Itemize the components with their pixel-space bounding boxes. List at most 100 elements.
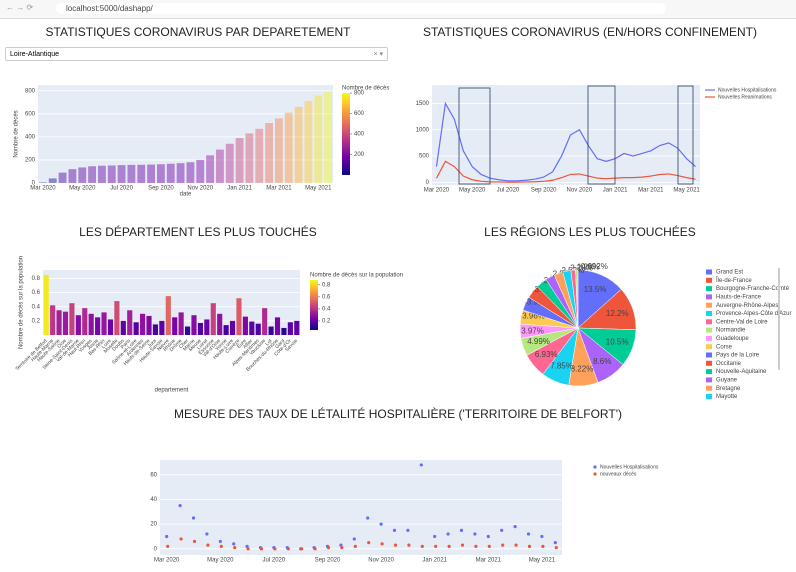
legend-swatch [706,311,712,316]
plot-background [160,460,562,555]
scatter-point [219,544,223,548]
x-tick-label: Mar 2020 [424,188,450,194]
scatter-point [192,539,197,544]
legend-swatch [593,472,597,476]
bar [38,182,47,183]
bar [255,128,264,183]
legend-label: Centre-Val de Loire [716,319,768,325]
scatter-point [392,528,397,532]
scatter-point [407,543,411,547]
x-tick-label: Jan 2021 [603,188,628,194]
scatter-point [514,543,518,547]
x-tick-label: Eure [236,338,248,350]
x-axis-label: departement [155,388,189,394]
scatter-point [205,532,209,536]
legend-swatch [706,327,712,333]
legend-label: Nouvelles Reanimations [718,94,772,100]
bar [197,322,203,335]
legend-swatch [706,319,712,325]
plot-background [38,85,333,183]
legend-label: Île-de-France [715,277,752,284]
x-tick-label: Oise [56,338,68,350]
bar [82,308,88,335]
bar [146,315,152,335]
slice-label: 8.6% [593,357,611,366]
dropdown[interactable]: Loire-Atlantique × ▾ [5,47,388,61]
bar [284,112,293,183]
y-tick-label: 500 [419,154,430,160]
bar [206,155,215,183]
colorbar [342,93,350,175]
bar [217,313,223,335]
x-tick-label: Jul 2020 [263,558,286,564]
url-bar[interactable]: localhost:5000/dashapp/ [56,3,666,14]
y-tick-label: 60 [150,472,157,478]
y-tick-label: 0.4 [32,304,41,310]
scatter-point [379,522,383,526]
bar [281,327,287,335]
scatter-point [541,544,545,548]
bar [184,326,191,335]
slice-label: 3.96% [522,312,545,321]
plot-background [432,85,700,185]
bar [159,320,165,335]
legend-swatch [706,344,712,350]
leader-line [573,267,577,271]
bar [236,298,242,335]
legend-label: nouveaux décès [600,471,637,477]
y-tick-label: 200 [25,158,36,164]
y-tick-label: 40 [150,497,157,503]
x-tick-label: Mar 2020 [154,558,180,564]
bar [294,320,300,335]
scatter-point [273,547,277,551]
bar [178,312,184,335]
slice-label: 12.2% [606,309,629,318]
scatter-point [446,532,450,536]
scatter-point [473,532,477,536]
scatter-point [474,544,478,548]
slice-label: 2.28% [570,263,593,272]
series-line [435,101,696,182]
x-tick-label: Lot [264,338,274,348]
bar [152,324,159,335]
bar [147,164,156,183]
legend-swatch [706,377,712,383]
legend-swatch [706,394,712,399]
y-tick-label: 800 [25,88,36,94]
y-tick-label: 1500 [416,101,430,107]
scatter-point [165,534,169,539]
bar [68,169,77,183]
scatter-point [259,547,264,551]
legend-swatch [706,352,712,358]
legend-swatch [706,294,712,300]
colorbar-tick-label: 800 [354,91,365,97]
bar [62,311,69,335]
chart-title: LES DÉPARTEMENT LES PLUS TOUCHÉS [79,224,317,239]
x-tick-label: Nov 2020 [187,186,213,192]
x-tick-label: Jan 2021 [227,186,252,192]
y-tick-label: 0.8 [32,276,41,282]
legend-label: Corse [716,344,733,350]
nav-buttons[interactable]: ← → ⟳ [6,3,34,12]
x-tick-label: Jul 2020 [110,186,133,192]
slice-label: 7.85% [550,361,573,370]
colorbar-title: Nombre de décès [342,86,389,92]
leader-line [566,268,570,272]
series-line [435,160,696,183]
scatter-point [554,545,558,550]
pie-slice [575,269,579,329]
scatter-point [433,534,437,539]
confinement-box [677,85,694,185]
bar [48,178,57,183]
bar [215,149,224,183]
x-tick-label: Nov 2020 [368,558,394,564]
bar [127,164,136,183]
scatter-point [460,543,465,547]
y-tick-label: 1000 [416,127,430,133]
bar [56,310,62,335]
scatter-point [419,463,423,467]
scatter-point [380,542,384,546]
colorbar-tick-label: 0.6 [322,294,331,300]
scatter-point [313,547,317,551]
slice-label: 8.22% [571,365,594,374]
